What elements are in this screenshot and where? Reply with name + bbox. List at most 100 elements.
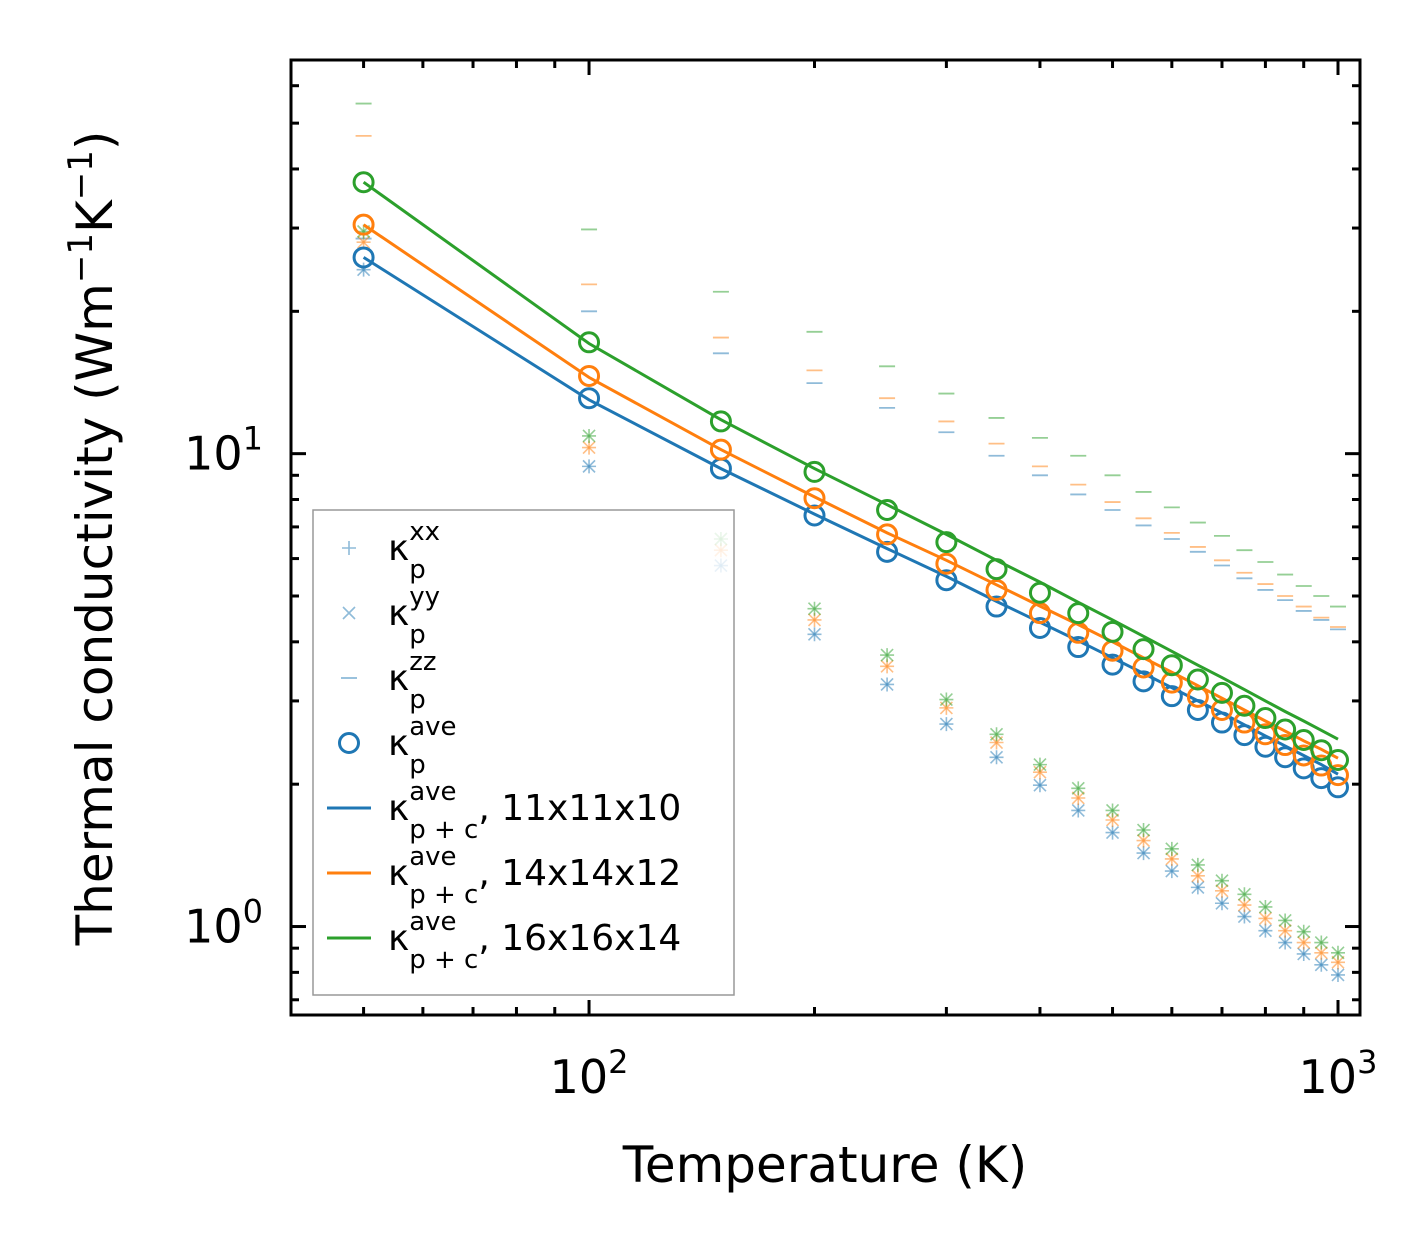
kappa-yy-point-3: [1136, 823, 1151, 837]
plot-area: [352, 102, 1349, 982]
legend-label: κave p: [388, 712, 457, 780]
kappa-yy-point-3: [807, 602, 822, 616]
kappa-ave-point-2: [985, 578, 1008, 601]
axis-ticks: [289, 60, 1360, 1015]
kappa-ave-point-3: [1160, 654, 1183, 677]
kappa-ave-point-1: [935, 569, 958, 592]
kappa-ave-point-2: [1186, 685, 1209, 708]
kappa-yy-point-2: [1237, 898, 1251, 912]
kappa-yy-point-2: [1331, 955, 1345, 969]
x-axis-title: Temperature (K): [622, 1136, 1027, 1194]
kappa-yy-point-2: [1278, 924, 1292, 938]
kappa-ave-point-3: [709, 410, 732, 433]
kappa-ave-point-3: [1326, 748, 1349, 771]
kappa-yy-point-1: [1314, 958, 1328, 972]
kappa-yy-point-1: [1033, 778, 1047, 792]
kappa-ave-point-1: [1233, 724, 1256, 747]
kappa-ave-point-1: [1160, 685, 1183, 708]
kappa-ave-point-3: [1310, 739, 1333, 762]
kappa-ave-point-3: [1132, 638, 1155, 661]
kappa-ave-point-1: [1210, 711, 1233, 734]
kappa-ave-point-3: [876, 499, 899, 522]
kappa-pc-line-2: [362, 223, 1339, 760]
kappa-ave-point-3: [985, 558, 1008, 581]
kappa-ave-point-2: [876, 523, 899, 546]
kappa-yy-point-1: [1331, 968, 1345, 982]
kappa-ave-point-2: [1326, 764, 1349, 787]
kappa-yy-point-2: [1071, 791, 1085, 805]
plot-frame: [289, 58, 1362, 1017]
kappa-ave-point-1: [578, 387, 601, 410]
kappa-pc-line-1: [362, 256, 1339, 776]
legend-marker: [342, 541, 356, 555]
kappa-ave-point-3: [1233, 694, 1256, 717]
x-tick-label: 103: [1299, 1043, 1378, 1104]
legend-entry: κave p + c, 16x16x14: [327, 907, 681, 975]
kappa-pc-line-3: [362, 180, 1339, 741]
kappa-ave-point-2: [1254, 723, 1277, 746]
kappa-ave-point-3: [1067, 602, 1090, 625]
kappa-ave-point-3: [1101, 620, 1124, 643]
kappa-yy-point-2: [1258, 911, 1272, 926]
kappa-ave-point-3: [935, 531, 958, 554]
y-axis-title: Thermal conductivity (Wm−1K−1): [61, 131, 124, 947]
kappa-ave-point-3: [1186, 668, 1209, 691]
kappa-ave-point-1: [1101, 653, 1124, 676]
kappa-yy-point-1: [880, 677, 894, 692]
kappa-ave-point-3: [578, 331, 601, 354]
kappa-ave-point-2: [578, 364, 601, 387]
kappa-ave-point-2: [352, 213, 375, 236]
kappa-yy-point-3: [1331, 946, 1345, 960]
kappa-ave-point-3: [1274, 718, 1297, 741]
kappa-ave-point-3: [1292, 729, 1315, 752]
kappa-yy-point-1: [939, 717, 953, 731]
kappa-yy-point-1: [1136, 846, 1151, 860]
kappa-ave-point-1: [876, 540, 899, 563]
y-tick-label: 101: [184, 420, 263, 481]
kappa-ave-point-1: [985, 595, 1008, 618]
x-tick-label: 102: [550, 1043, 629, 1104]
kappa-yy-point-3: [1215, 874, 1229, 888]
kappa-yy-point-1: [1071, 803, 1085, 818]
kappa-yy-point-1: [1237, 909, 1251, 924]
kappa-yy-point-1: [1105, 826, 1120, 840]
kappa-ave-point-3: [1028, 581, 1051, 604]
kappa-yy-point-1: [582, 459, 596, 473]
kappa-ave-point-2: [935, 552, 958, 575]
kappa-yy-point-2: [582, 441, 596, 455]
legend-label: κyy p: [388, 582, 440, 650]
kappa-ave-point-1: [1310, 767, 1333, 790]
kappa-yy-point-2: [357, 235, 371, 249]
kappa-yy-point-3: [939, 692, 953, 707]
kappa-yy-point-1: [989, 750, 1004, 764]
kappa-yy-point-1: [1215, 896, 1229, 910]
kappa-ave-point-2: [803, 487, 826, 510]
kappa-ave-point-3: [1210, 681, 1233, 704]
kappa-yy-point-3: [1237, 887, 1251, 901]
kappa-ave-point-1: [1028, 616, 1051, 639]
kappa-ave-point-1: [803, 504, 826, 527]
kappa-yy-point-2: [1191, 869, 1205, 883]
kappa-ave-point-3: [803, 460, 826, 483]
kappa-ave-point-2: [1210, 699, 1233, 722]
kappa-yy-point-2: [1297, 935, 1311, 950]
kappa-yy-point-2: [1136, 833, 1151, 848]
legend-label: κave p + c, 11x11x10: [388, 777, 681, 845]
kappa-ave-point-3: [1254, 707, 1277, 730]
kappa-yy-point-2: [1314, 946, 1328, 960]
legend-label: κxx p: [388, 517, 440, 585]
kappa-yy-point-3: [1105, 803, 1120, 818]
kappa-yy-point-1: [1165, 864, 1179, 878]
kappa-ave-point-1: [1132, 670, 1155, 693]
legend-label: κzz p: [388, 647, 437, 715]
legend-entry: κxx p: [342, 517, 440, 585]
kappa-ave-point-2: [1160, 671, 1183, 694]
kappa-yy-point-3: [1191, 858, 1205, 872]
kappa-yy-point-3: [989, 727, 1004, 741]
kappa-ave-point-3: [352, 171, 375, 194]
legend-entry: κave p: [338, 712, 457, 780]
kappa-yy-point-3: [1278, 913, 1292, 928]
kappa-yy-point-2: [807, 613, 822, 627]
